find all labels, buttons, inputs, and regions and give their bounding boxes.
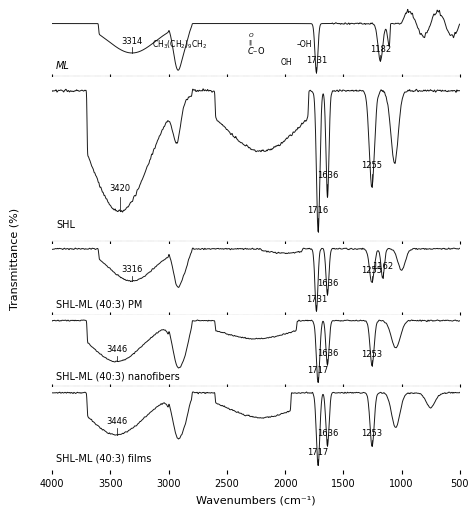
Text: 1636: 1636 bbox=[317, 279, 338, 287]
Text: 1253: 1253 bbox=[362, 349, 383, 359]
Text: 3420: 3420 bbox=[109, 185, 130, 193]
X-axis label: Wavenumbers (cm⁻¹): Wavenumbers (cm⁻¹) bbox=[196, 495, 316, 505]
Text: 3316: 3316 bbox=[121, 265, 143, 274]
Text: 1255: 1255 bbox=[361, 161, 383, 170]
Text: –OH: –OH bbox=[297, 40, 312, 49]
Text: 1636: 1636 bbox=[317, 172, 338, 180]
Text: CH$_3$(CH$_2$)$_9$CH$_2$: CH$_3$(CH$_2$)$_9$CH$_2$ bbox=[152, 38, 207, 51]
Text: 1636: 1636 bbox=[317, 348, 338, 358]
Text: 1253: 1253 bbox=[362, 429, 383, 438]
Text: SHL-ML (40:3) nanofibers: SHL-ML (40:3) nanofibers bbox=[56, 371, 180, 381]
Text: OH: OH bbox=[281, 58, 292, 67]
Text: 1731: 1731 bbox=[306, 56, 327, 65]
Text: 1255: 1255 bbox=[361, 266, 383, 275]
Text: ML: ML bbox=[56, 61, 70, 71]
Text: 3446: 3446 bbox=[106, 417, 128, 427]
Text: 1717: 1717 bbox=[308, 448, 328, 457]
Text: SHL-ML (40:3) films: SHL-ML (40:3) films bbox=[56, 454, 152, 464]
Text: SHL: SHL bbox=[56, 220, 75, 231]
Text: 3314: 3314 bbox=[121, 37, 143, 46]
Text: 1731: 1731 bbox=[306, 295, 327, 304]
Text: Transmittance (%): Transmittance (%) bbox=[9, 207, 19, 310]
Text: 1716: 1716 bbox=[308, 206, 329, 215]
Text: 1717: 1717 bbox=[308, 366, 328, 375]
Text: 1162: 1162 bbox=[372, 262, 393, 271]
Text: $\overset{O}{\overset{\|}{C}}$–O: $\overset{O}{\overset{\|}{C}}$–O bbox=[247, 32, 265, 57]
Text: 1182: 1182 bbox=[370, 45, 391, 54]
Text: 1636: 1636 bbox=[317, 429, 338, 437]
Text: SHL-ML (40:3) PM: SHL-ML (40:3) PM bbox=[56, 300, 143, 310]
Text: 3446: 3446 bbox=[106, 345, 128, 354]
